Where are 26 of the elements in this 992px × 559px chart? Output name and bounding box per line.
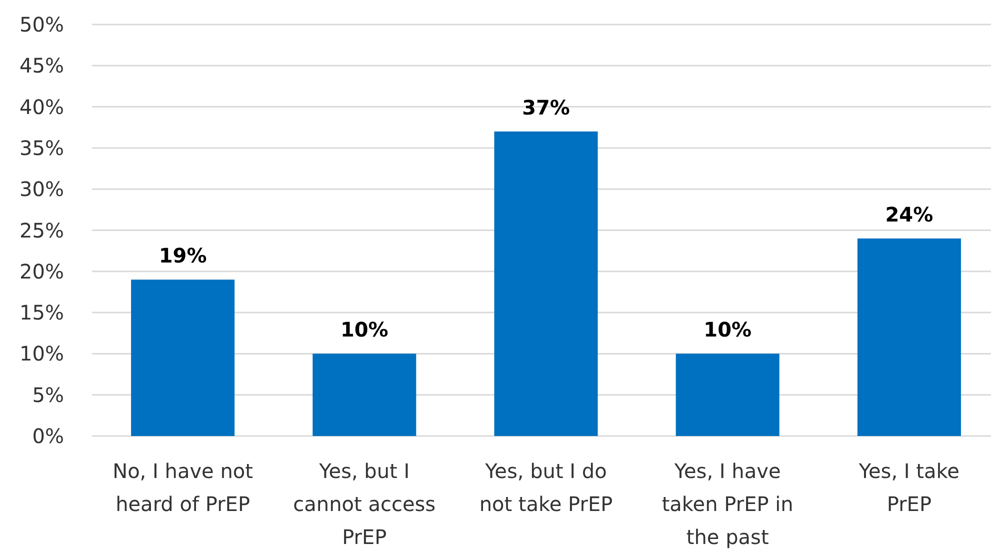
y-tick-label: 40% (20, 94, 64, 119)
y-tick-label: 0% (32, 424, 64, 448)
y-tick-label: 20% (20, 259, 64, 284)
y-tick-label: 10% (20, 342, 64, 366)
bar (494, 131, 598, 436)
y-tick-label: 50% (20, 12, 64, 36)
data-label: 10% (704, 318, 752, 342)
data-label: 10% (340, 318, 388, 342)
x-tick-label: Yes, I take PrEP (858, 459, 960, 516)
bar (857, 238, 961, 436)
y-tick-label: 35% (20, 136, 64, 160)
x-tick-label: Yes, but I do not take PrEP (479, 459, 613, 516)
data-label: 19% (158, 244, 207, 268)
y-tick-label: 30% (20, 177, 64, 202)
bar (676, 354, 780, 436)
data-label: 24% (885, 202, 934, 226)
data-label: 37% (522, 95, 570, 120)
bar (312, 354, 416, 436)
bar (131, 280, 235, 436)
y-tick-label: 15% (20, 300, 64, 325)
x-tick-label: Yes, I have taken PrEP in the past (662, 459, 794, 549)
x-tick-label: Yes, but I cannot access PrEP (293, 459, 436, 549)
x-tick-label: No, I have not heard of PrEP (112, 459, 254, 516)
y-tick-label: 25% (20, 218, 64, 242)
y-tick-label: 45% (20, 54, 64, 78)
y-tick-label: 5% (32, 382, 64, 407)
